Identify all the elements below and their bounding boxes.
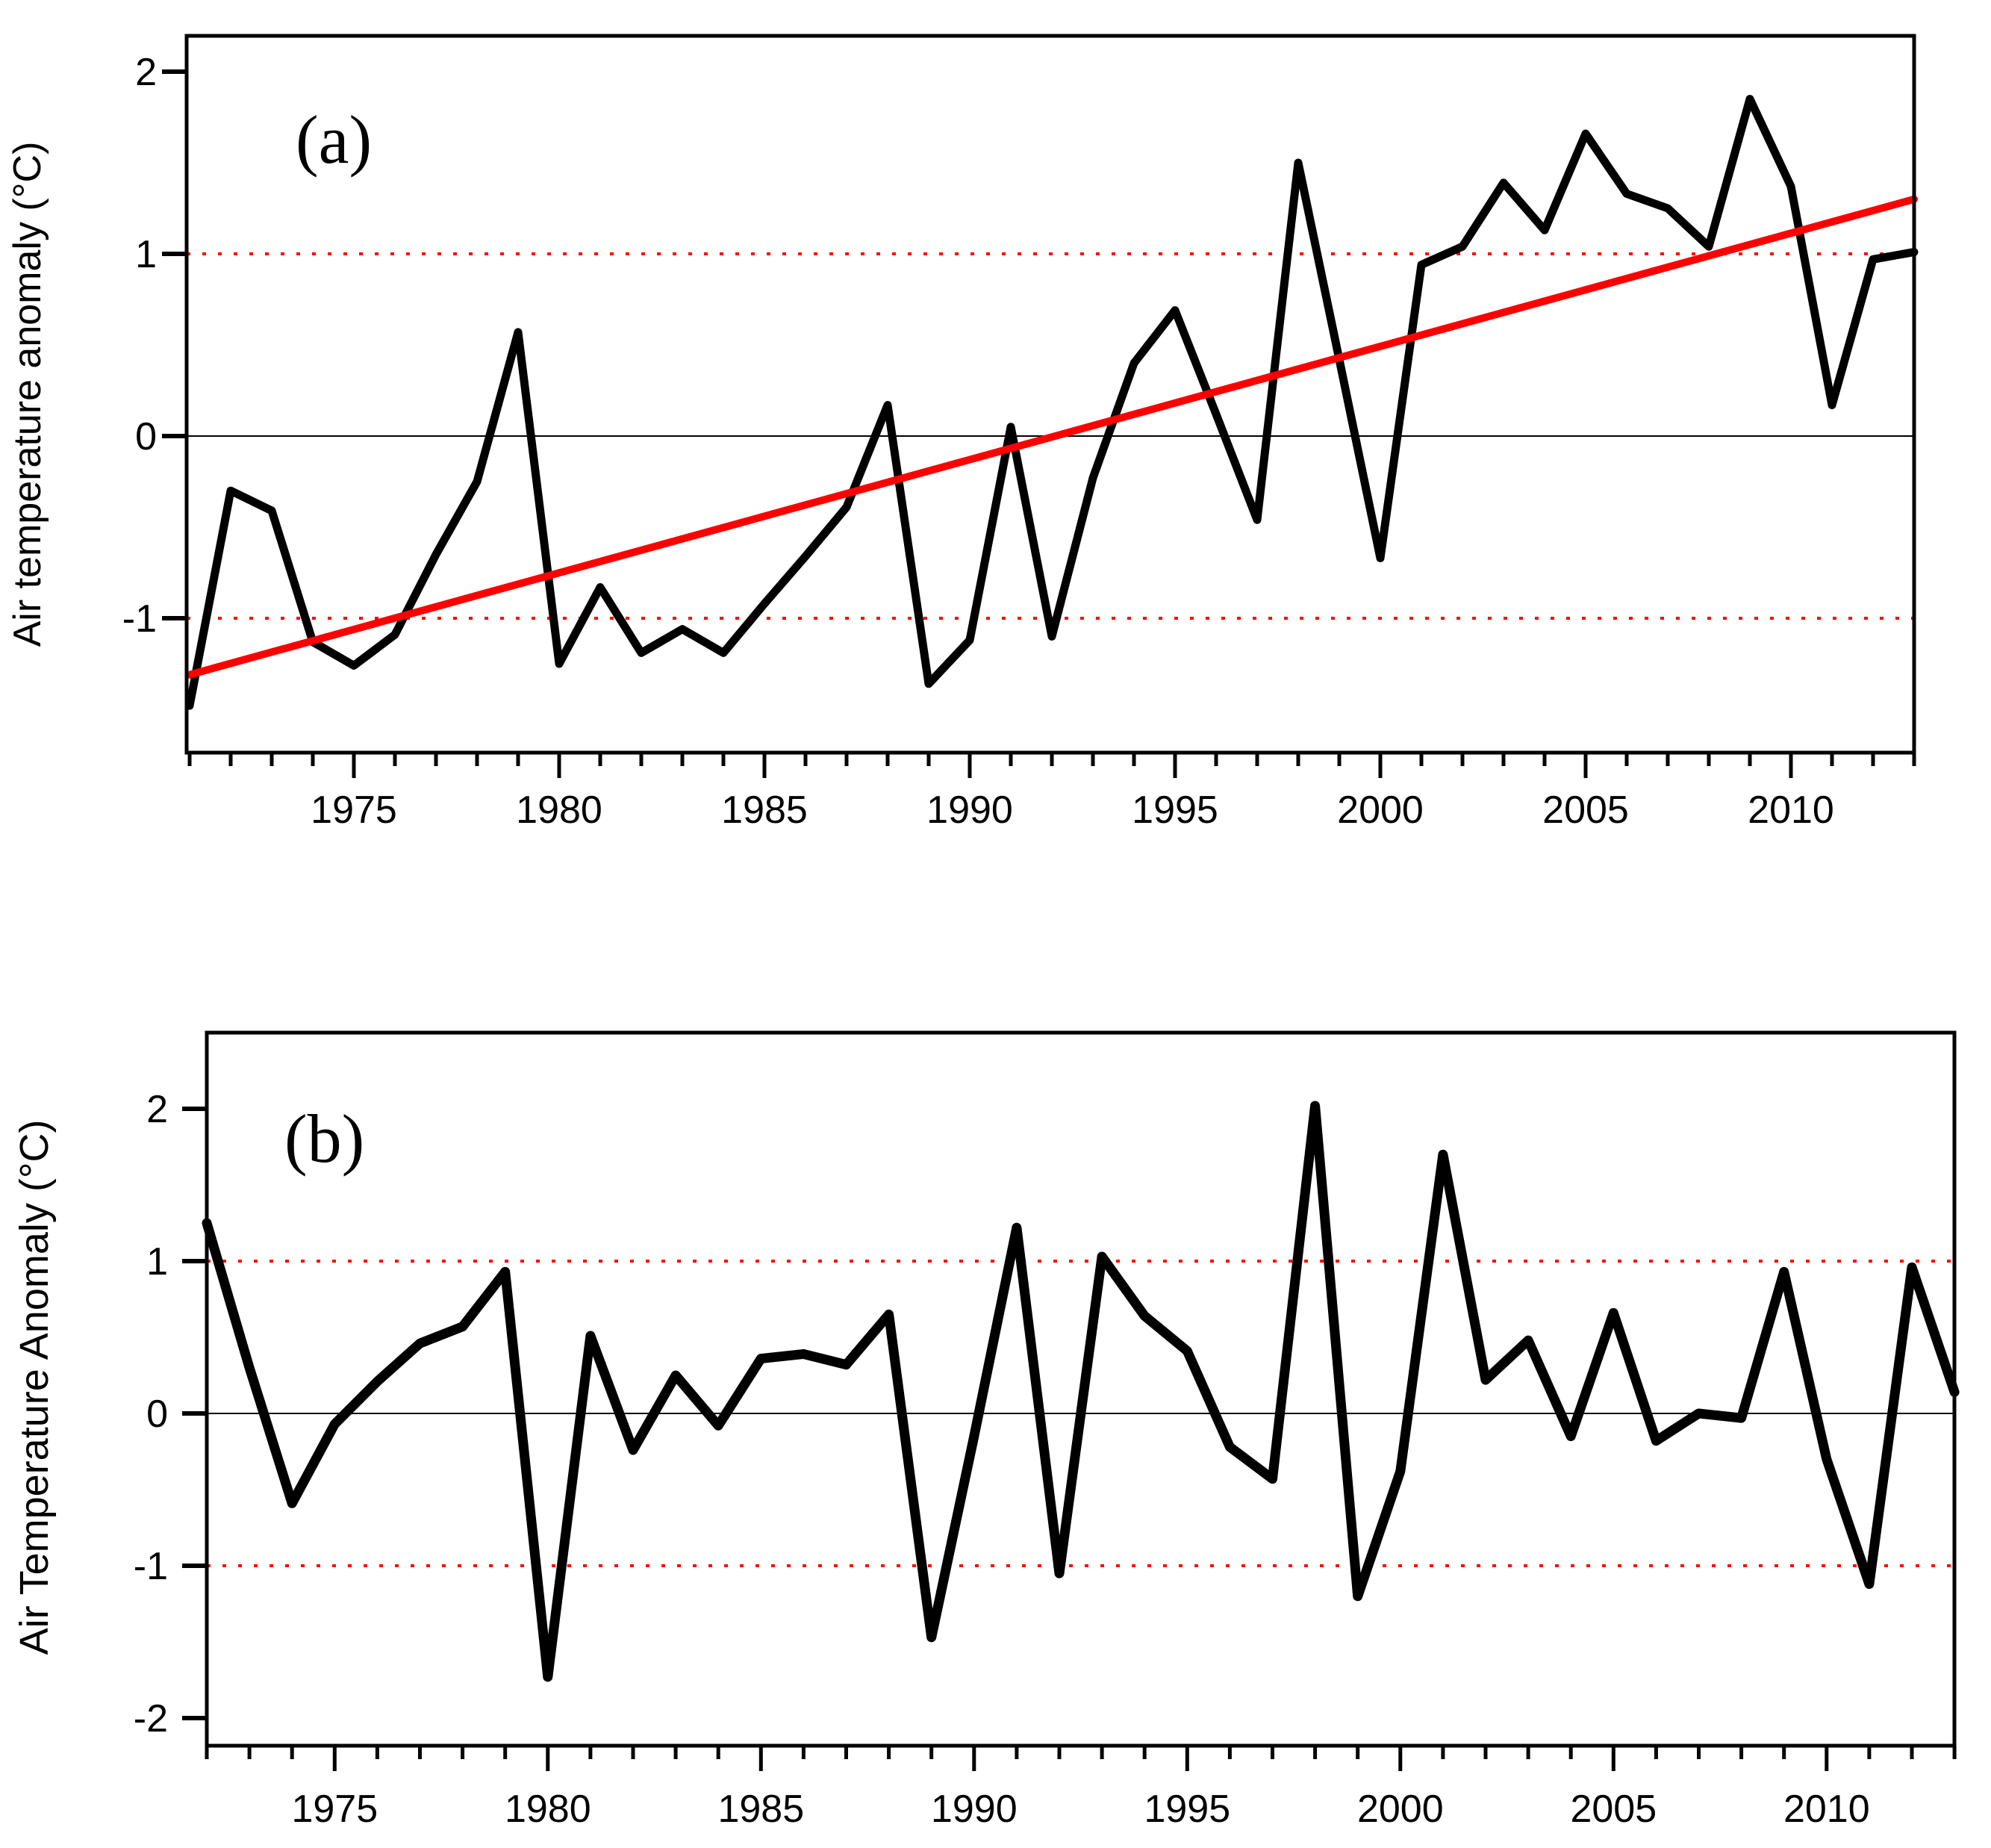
series-line-b (202, 1101, 1960, 1682)
y-tick-label-b--2: -2 (134, 1697, 168, 1740)
y-tick-label-b-0: 0 (146, 1393, 168, 1436)
x-tick-label-b-1990: 1990 (931, 1788, 1018, 1831)
plot-border-a (184, 34, 1916, 755)
x-tick-label-b-1975: 1975 (291, 1788, 378, 1831)
y-tick-label-b-2: 2 (146, 1088, 168, 1131)
y-axis-title-b: Air Temperature Anomaly (°C) (12, 1120, 57, 1655)
panel-a: 1975 1980 1985 1990 1995 2000 2005 2010 2 1 0 -1 Air… (6, 34, 1919, 832)
y-tick-label-a-2: 2 (135, 51, 157, 94)
panel-b: 1975 1980 1985 1990 1995 2000 2005 2010 2 1 0 -1 -2 A… (12, 1030, 1960, 1831)
x-tick-label-a-1990: 1990 (926, 788, 1013, 832)
plot-border-b (205, 1030, 1957, 1748)
x-tick-label-b-2005: 2005 (1570, 1788, 1657, 1831)
panel-label-b: (b) (284, 1101, 364, 1177)
x-tick-label-b-1995: 1995 (1144, 1788, 1230, 1831)
x-tick-label-b-1980: 1980 (505, 1788, 591, 1831)
y-tick-label-a--1: -1 (122, 597, 157, 641)
x-tick-label-b-2000: 2000 (1357, 1788, 1444, 1831)
x-tick-label-a-1980: 1980 (516, 788, 602, 832)
series-line-a (185, 95, 1919, 710)
x-tick-label-b-2010: 2010 (1783, 1788, 1870, 1831)
x-tick-label-b-1985: 1985 (717, 1788, 804, 1831)
x-tick-label-a-2005: 2005 (1542, 788, 1629, 832)
y-tick-label-a-0: 0 (135, 415, 157, 458)
x-tick-label-a-1995: 1995 (1132, 788, 1218, 832)
y-tick-label-b-1: 1 (146, 1240, 168, 1284)
y-axis-title-a: Air temperature anomaly (°C) (6, 142, 49, 647)
y-tick-label-b--1: -1 (134, 1545, 168, 1588)
x-tick-label-a-2010: 2010 (1748, 788, 1834, 832)
panel-label-a: (a) (296, 102, 372, 178)
y-tick-label-a-1: 1 (135, 233, 157, 276)
x-tick-label-a-1975: 1975 (311, 788, 397, 832)
x-tick-label-a-2000: 2000 (1337, 788, 1424, 832)
x-tick-label-a-1985: 1985 (721, 788, 808, 832)
trend-line-a (186, 195, 1918, 679)
